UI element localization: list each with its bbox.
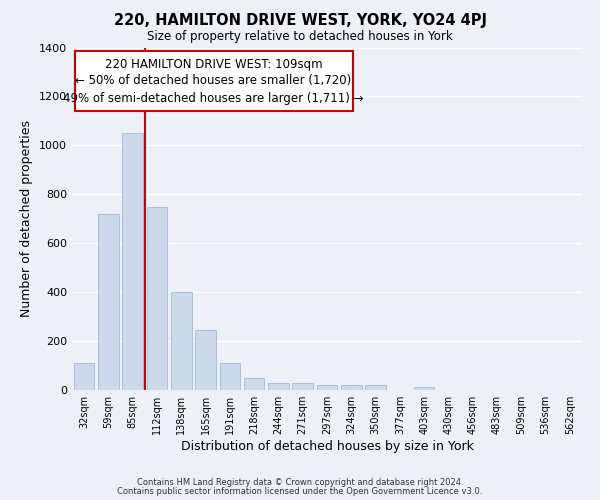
- Bar: [365, 385, 386, 390]
- Bar: [268, 383, 289, 390]
- FancyBboxPatch shape: [74, 51, 353, 111]
- X-axis label: Distribution of detached houses by size in York: Distribution of detached houses by size …: [181, 440, 473, 453]
- Bar: [195, 330, 216, 390]
- Text: 220 HAMILTON DRIVE WEST: 109sqm: 220 HAMILTON DRIVE WEST: 109sqm: [105, 58, 322, 71]
- Text: ← 50% of detached houses are smaller (1,720): ← 50% of detached houses are smaller (1,…: [76, 74, 352, 87]
- Bar: [122, 133, 143, 390]
- Bar: [414, 387, 434, 390]
- Bar: [220, 363, 240, 390]
- Bar: [98, 214, 119, 390]
- Text: Contains HM Land Registry data © Crown copyright and database right 2024.: Contains HM Land Registry data © Crown c…: [137, 478, 463, 487]
- Text: Size of property relative to detached houses in York: Size of property relative to detached ho…: [147, 30, 453, 43]
- Bar: [341, 385, 362, 390]
- Bar: [74, 363, 94, 390]
- Text: Contains public sector information licensed under the Open Government Licence v3: Contains public sector information licen…: [118, 487, 482, 496]
- Bar: [317, 385, 337, 390]
- Y-axis label: Number of detached properties: Number of detached properties: [20, 120, 34, 318]
- Text: 220, HAMILTON DRIVE WEST, YORK, YO24 4PJ: 220, HAMILTON DRIVE WEST, YORK, YO24 4PJ: [113, 12, 487, 28]
- Bar: [146, 206, 167, 390]
- Bar: [244, 378, 265, 390]
- Text: 49% of semi-detached houses are larger (1,711) →: 49% of semi-detached houses are larger (…: [63, 92, 364, 105]
- Bar: [171, 292, 191, 390]
- Bar: [292, 383, 313, 390]
